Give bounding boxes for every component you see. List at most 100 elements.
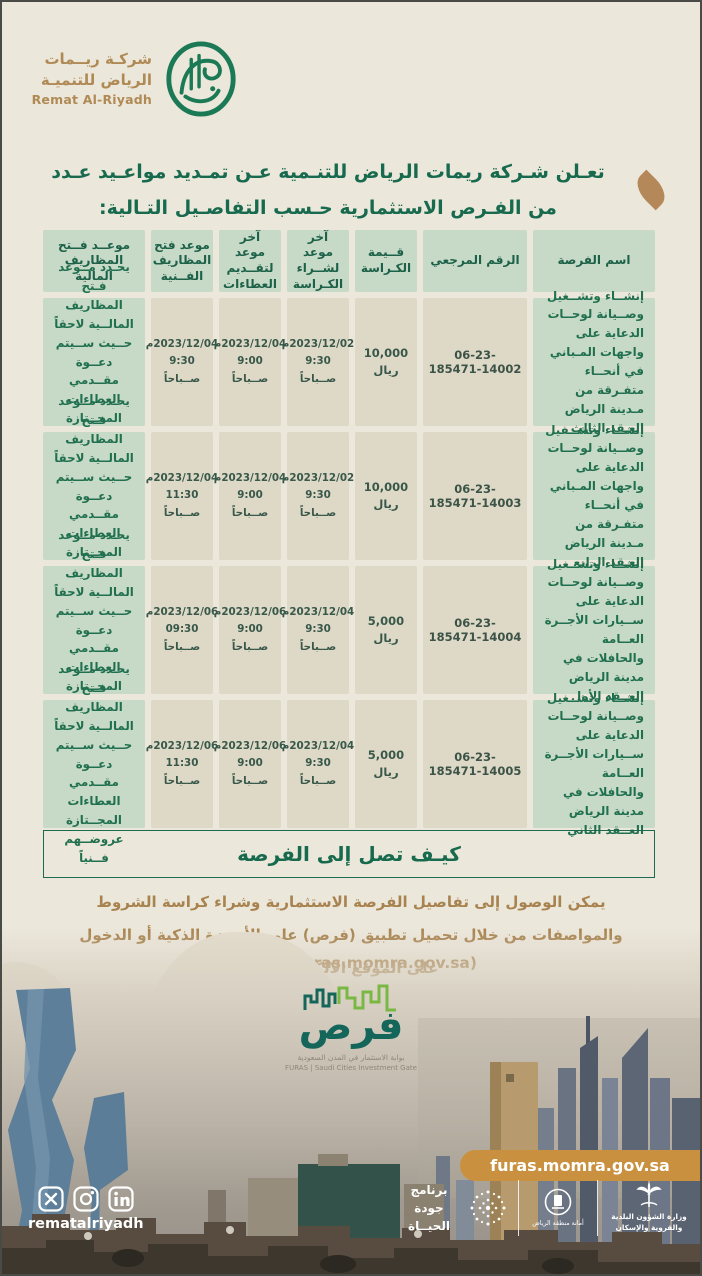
technical-time: 11:30 صــباحاً <box>163 757 201 787</box>
brochure-value: 10,000 ريال <box>355 432 417 560</box>
reference-number-value: 06-23-185471-14003 <box>428 482 522 510</box>
col-financial-open-date: موعــد فــتح المظاريف المالية <box>43 230 145 292</box>
col-last-bid-date: آخر موعد لتقــديم العطاءات <box>219 230 281 292</box>
financial-open-note: يحـدد مــوعد فـتح المظاريف المالــية لاح… <box>43 662 145 865</box>
leaf-bullet-icon <box>630 169 672 211</box>
remat-calligraphy-logo <box>166 41 236 117</box>
bid-time: 9:00 صــباحاً <box>231 355 269 385</box>
brand-header: شركـة ريــمات الرياض للتنميـة Remat Al-R… <box>30 38 240 120</box>
furas-skyline-icon <box>303 984 396 1012</box>
brochure-value: 10,000 ريال <box>355 298 417 426</box>
opportunity-name: إنشــاء وتشــغيل وصــيانة لوحــات الدعاي… <box>533 289 655 435</box>
x-twitter-icon[interactable] <box>38 1186 64 1212</box>
company-name-ar-line2: الرياض للتنميـة <box>40 70 152 89</box>
bid-deadline: 2023/12/04م 9:00 صــباحاً <box>214 432 286 560</box>
purchase-time: 9:30 صــباحاً <box>299 489 337 519</box>
opportunity-name: إنشــاء وتشــغيل وصــيانة لوحــات الدعاي… <box>533 557 655 703</box>
technical-open: 2023/12/04م 9:30 صــباحاً <box>146 298 218 426</box>
reference-number: 06-23-185471-14005 <box>423 700 527 828</box>
technical-open: 2023/12/06م 09:30 صــباحاً <box>146 566 218 694</box>
brochure-value: 5,000 ريال <box>355 700 417 828</box>
furas-url-banner-text: furas.momra.gov.sa <box>490 1156 670 1175</box>
furas-logo: فرص بوابة الاستثمار في المدن السعودية FU… <box>2 982 700 1072</box>
government-logos: وزارة الشؤون البلدية والقروية والإسكان أ… <box>397 1180 690 1236</box>
quality-of-life-logo: برنامج جودة الحيــاة <box>397 1181 508 1235</box>
technical-time: 11:30 صــباحاً <box>163 489 201 519</box>
how-to-reach-box: كيـف تصل إلى الفرصة <box>43 830 655 878</box>
furas-tagline-en: FURAS | Saudi Cities Investment Gate <box>285 1064 417 1072</box>
bid-time: 9:00 صــباحاً <box>231 489 269 519</box>
ministry-label: وزارة الشؤون البلدية والقروية والإسكان <box>611 1211 687 1232</box>
technical-date: 2023/12/04م <box>145 337 219 350</box>
furas-tagline-ar: بوابة الاستثمار في المدن السعودية <box>297 1053 405 1062</box>
purchase-date: 2023/12/02م <box>281 337 355 350</box>
riyadh-skyline-photo: furas.momra.gov.sa <box>2 928 700 1274</box>
table-row: إنشــاء وتشــفيل وصــيانة لوحــات الدعاي… <box>43 394 655 597</box>
table-row: إنشــاء وتشــغيل وصــيانة لوحــات الدعاي… <box>43 662 655 865</box>
bid-deadline: 2023/12/04م 9:00 صــباحاً <box>214 298 286 426</box>
social-handle: rematalriyadh <box>28 1216 144 1232</box>
purchase-time: 9:30 صــباحاً <box>299 757 337 787</box>
col-last-purchase-date: آخر موعد لشــراء الكـراسة <box>287 230 349 292</box>
opportunity-name: إنشــاء وتشــفيل وصــيانة لوحــات الدعاي… <box>533 423 655 569</box>
reference-number: 06-23-185471-14002 <box>423 298 527 426</box>
company-name-en: Remat Al-Riyadh <box>31 91 152 107</box>
quality-of-life-star-icon <box>470 1190 506 1226</box>
bid-deadline: 2023/12/06م 9:00 صــباحاً <box>214 700 286 828</box>
technical-date: 2023/12/04م <box>145 471 219 484</box>
divider <box>597 1180 598 1236</box>
purchase-date: 2023/12/02م <box>281 471 355 484</box>
furas-url-banner[interactable]: furas.momra.gov.sa <box>460 1150 700 1181</box>
linkedin-icon[interactable] <box>108 1186 134 1212</box>
social-block: rematalriyadh <box>28 1186 144 1232</box>
financial-open-note: يحـدد مــوعد فـتح المظاريف المالــية لاح… <box>43 528 145 731</box>
technical-time: 9:30 صــباحاً <box>163 355 201 385</box>
col-brochure-value: قــيمة الكـراسة <box>355 230 417 292</box>
riyadh-label: أمانة منطقة الرياض <box>532 1220 584 1228</box>
reference-number: 06-23-185471-14004 <box>423 566 527 694</box>
technical-time: 09:30 صــباحاً <box>163 623 201 653</box>
company-name: شركـة ريــمات الرياض للتنميـة Remat Al-R… <box>30 49 152 108</box>
bid-time: 9:00 صــباحاً <box>231 757 269 787</box>
technical-open: 2023/12/06م 11:30 صــباحاً <box>146 700 218 828</box>
riyadh-seal-icon <box>544 1188 572 1216</box>
instagram-icon[interactable] <box>73 1186 99 1212</box>
quality-of-life-label: برنامج جودة الحيــاة <box>408 1183 450 1233</box>
bid-time: 9:00 صــباحاً <box>231 623 269 653</box>
purchase-deadline: 2023/12/02م 9:30 صــباحاً <box>282 298 354 426</box>
bid-date: 2023/12/04م <box>213 471 287 484</box>
purchase-time: 9:30 صــباحاً <box>299 623 337 653</box>
announcement-text: تعـلن شـركة ريمات الرياض للتنـمية عـن تم… <box>51 161 605 220</box>
purchase-date: 2023/12/04م <box>281 739 355 752</box>
how-to-reach-title: كيـف تصل إلى الفرصة <box>237 842 461 866</box>
reference-number: 06-23-185471-14003 <box>423 432 527 560</box>
reference-number-value: 06-23-185471-14005 <box>428 750 522 778</box>
table-header-row: اسم الفرصة الرقم المرجعي قــيمة الكـراسة… <box>43 230 655 292</box>
announcement-headline: تعـلن شـركة ريمات الرياض للتنـمية عـن تم… <box>36 154 672 226</box>
brochure-value: 5,000 ريال <box>355 566 417 694</box>
reference-number-value: 06-23-185471-14004 <box>428 616 522 644</box>
bid-deadline: 2023/12/06م 9:00 صــباحاً <box>214 566 286 694</box>
col-reference-number: الرقم المرجعي <box>423 230 527 292</box>
bid-date: 2023/12/04م <box>213 337 287 350</box>
riyadh-municipality-logo: أمانة منطقة الرياض <box>529 1187 587 1229</box>
technical-date: 2023/12/06م <box>145 739 219 752</box>
table-row: إنشــاء وتشــغيل وصــيانة لوحــات الدعاي… <box>43 528 655 731</box>
purchase-time: 9:30 صــباحاً <box>299 355 337 385</box>
ministry-palm-icon <box>636 1182 662 1207</box>
technical-open: 2023/12/04م 11:30 صــباحاً <box>146 432 218 560</box>
ministry-logo: وزارة الشؤون البلدية والقروية والإسكان <box>608 1182 690 1233</box>
purchase-deadline: 2023/12/02م 9:30 صــباحاً <box>282 432 354 560</box>
furas-wordmark: فرص <box>298 1003 404 1049</box>
technical-date: 2023/12/06م <box>145 605 219 618</box>
company-name-ar-line1: شركـة ريــمات <box>44 50 152 69</box>
bid-date: 2023/12/06م <box>213 739 287 752</box>
purchase-deadline: 2023/12/04م 9:30 صــباحاً <box>282 700 354 828</box>
col-technical-open-date: موعد فتح المظاريف الفــنية <box>151 230 213 292</box>
purchase-date: 2023/12/04م <box>281 605 355 618</box>
reference-number-value: 06-23-185471-14002 <box>428 348 522 376</box>
bid-date: 2023/12/06م <box>213 605 287 618</box>
purchase-deadline: 2023/12/04م 9:30 صــباحاً <box>282 566 354 694</box>
divider <box>518 1180 519 1236</box>
